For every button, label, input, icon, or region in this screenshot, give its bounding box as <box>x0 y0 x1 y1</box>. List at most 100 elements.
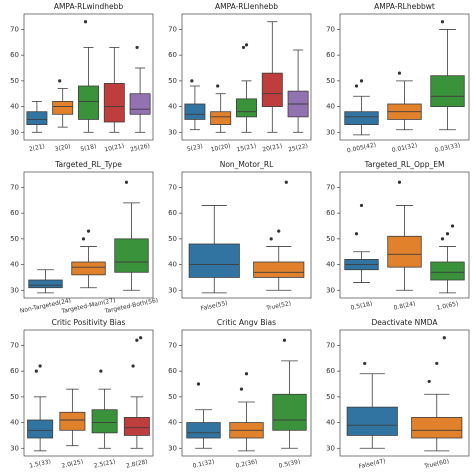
y-tick-label: 60 <box>326 209 335 217</box>
plot-frame <box>23 329 154 457</box>
y-tick-label: 70 <box>10 25 19 33</box>
point <box>445 232 450 236</box>
point <box>427 379 431 384</box>
x-tick-label: 5(23) <box>186 143 203 153</box>
y-tick-label: 50 <box>168 393 177 401</box>
x-tick-label: 0.5(18) <box>350 300 373 311</box>
point <box>440 20 445 24</box>
x-tick-label: True(60) <box>423 458 450 470</box>
point <box>354 232 359 236</box>
x-tick-label: 25(26) <box>130 143 151 154</box>
x-tick-label: 1.0(65) <box>436 300 459 311</box>
y-tick-label: 70 <box>326 183 335 191</box>
y-tick-label: 30 <box>168 286 177 294</box>
y-tick-label: 50 <box>10 393 19 401</box>
panel-title: AMPA-RLwindhebb <box>54 2 124 11</box>
panel-title: AMPA-RLhebbwt <box>374 2 435 11</box>
plot-frame <box>339 13 470 141</box>
x-tick-label: 0.8(24) <box>393 300 416 311</box>
y-tick-label: 40 <box>168 261 177 269</box>
y-tick-label: 50 <box>168 77 177 85</box>
y-tick-label: 60 <box>326 51 335 59</box>
point <box>190 79 194 83</box>
panel-title: Deactivate NMDA <box>372 318 439 327</box>
x-tick-label: 1.5(33) <box>29 458 52 469</box>
y-tick-label: 70 <box>326 341 335 349</box>
box <box>344 111 379 125</box>
box <box>210 111 232 125</box>
box <box>91 409 118 434</box>
y-tick-label: 50 <box>326 393 335 401</box>
y-tick-label: 60 <box>10 51 19 59</box>
point <box>359 79 364 83</box>
box <box>188 243 240 278</box>
y-tick-label: 50 <box>326 235 335 243</box>
x-tick-label: 0.2(36) <box>235 458 258 469</box>
x-tick-label: 3(20) <box>54 143 71 153</box>
x-tick-label: 0.5(39) <box>278 458 301 469</box>
box <box>430 261 465 281</box>
plot-frame <box>181 171 312 299</box>
point <box>139 336 143 340</box>
point <box>277 229 281 233</box>
point <box>435 361 439 366</box>
panel-title: Targeted_RL_Type <box>54 160 122 169</box>
box <box>272 393 307 431</box>
y-tick-label: 40 <box>326 261 335 269</box>
box <box>123 417 150 436</box>
y-tick-label: 40 <box>10 261 19 269</box>
box <box>28 279 63 289</box>
y-tick-label: 30 <box>326 286 335 294</box>
point <box>131 364 135 368</box>
point <box>397 180 402 184</box>
panel-title: AMPA-RLlenhebb <box>215 2 278 11</box>
x-tick-label: 15(21) <box>236 143 257 154</box>
plot-frame <box>23 13 154 141</box>
y-tick-label: 70 <box>168 25 177 33</box>
plot-frame <box>23 171 154 299</box>
y-tick-label: 70 <box>168 183 177 191</box>
point <box>83 20 88 24</box>
point <box>450 224 455 228</box>
x-tick-label: 10(21) <box>104 143 125 154</box>
y-tick-label: 50 <box>10 77 19 85</box>
point <box>86 229 91 233</box>
box <box>129 93 151 115</box>
x-tick-label: 2.8(28) <box>125 458 148 469</box>
x-tick-label: 25(22) <box>288 143 309 154</box>
box <box>253 261 305 278</box>
box <box>184 103 206 120</box>
box <box>71 261 106 276</box>
y-tick-label: 30 <box>168 128 177 136</box>
x-tick-label: False(47) <box>358 458 386 471</box>
plot-frame <box>339 171 470 299</box>
plot-frame <box>339 329 470 457</box>
y-tick-label: 70 <box>10 341 19 349</box>
point <box>269 237 273 241</box>
point <box>241 45 246 50</box>
x-tick-label: False(55) <box>200 300 228 313</box>
point <box>359 203 364 208</box>
point <box>216 84 220 88</box>
x-tick-label: 0.005(42) <box>346 142 376 155</box>
point <box>244 372 249 376</box>
y-tick-label: 60 <box>10 209 19 217</box>
box <box>236 98 257 118</box>
plot-frame <box>181 13 312 141</box>
y-tick-label: 50 <box>10 235 19 243</box>
y-tick-label: 30 <box>168 444 177 452</box>
box <box>59 411 86 431</box>
x-tick-label: 2.5(21) <box>93 458 116 469</box>
y-tick-label: 30 <box>326 128 335 136</box>
y-tick-label: 70 <box>326 25 335 33</box>
point <box>135 338 139 342</box>
x-tick-label: 2.0(25) <box>61 458 84 469</box>
y-tick-label: 50 <box>326 77 335 85</box>
point <box>244 43 249 47</box>
plot-frame <box>181 329 312 457</box>
point <box>81 237 86 241</box>
point <box>354 84 359 88</box>
point <box>34 369 38 373</box>
y-tick-label: 40 <box>326 419 335 427</box>
